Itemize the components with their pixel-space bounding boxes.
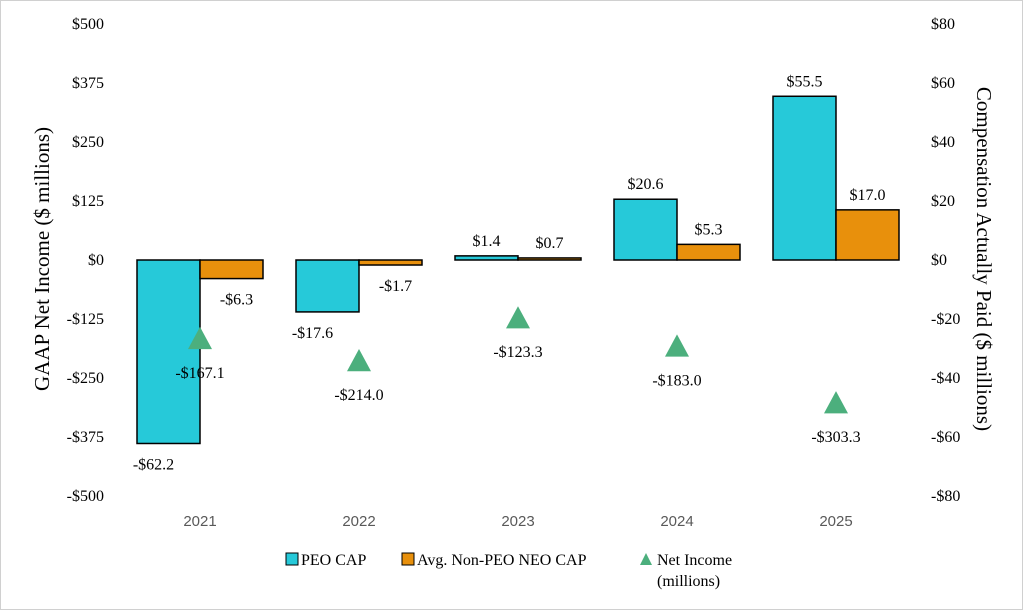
- right-axis-tick-label: -$40: [931, 370, 960, 387]
- net-income-data-label: -$167.1: [175, 365, 224, 382]
- legend-label-neo-cap: Avg. Non-PEO NEO CAP: [417, 552, 587, 569]
- right-axis-tick-label: $0: [931, 252, 947, 269]
- peo-cap-data-label: $20.6: [628, 176, 664, 193]
- x-axis-category-label: 2024: [660, 513, 693, 530]
- neo-cap-bar: [199, 259, 264, 280]
- peo-cap-bar: [613, 198, 678, 261]
- net-income-marker: [347, 349, 371, 372]
- left-axis-tick-label: -$250: [67, 370, 104, 387]
- neo-cap-data-label: -$6.3: [220, 292, 253, 309]
- right-axis-tick-label: $60: [931, 75, 955, 92]
- right-axis-tick-label: $80: [931, 16, 955, 33]
- legend-label-net-income-units: (millions): [657, 573, 720, 590]
- legend-swatch-net-income: [640, 553, 652, 565]
- peo-cap-bar: [136, 259, 201, 445]
- peo-cap-bar: [295, 259, 360, 313]
- net-income-data-label: -$183.0: [652, 372, 701, 389]
- x-axis-category-label: 2025: [819, 513, 852, 530]
- left-axis-tick-label: $0: [88, 252, 104, 269]
- net-income-marker: [824, 391, 848, 414]
- x-axis-category-label: 2022: [342, 513, 375, 530]
- net-income-marker: [665, 334, 689, 357]
- neo-cap-bar: [835, 209, 900, 261]
- neo-cap-data-label: $5.3: [695, 221, 723, 238]
- peo-cap-data-label: $1.4: [473, 233, 501, 250]
- legend-label-peo-cap: PEO CAP: [301, 552, 366, 569]
- neo-cap-bar: [358, 259, 423, 266]
- legend: PEO CAP Avg. Non-PEO NEO CAP Net Income (mi…: [285, 552, 732, 590]
- peo-cap-bar: [454, 255, 519, 261]
- left-axis-tick-label: $500: [72, 16, 104, 33]
- right-axis-tick-label: -$20: [931, 311, 960, 328]
- left-axis-tick-label: $125: [72, 193, 104, 210]
- peo-cap-data-label: -$17.6: [292, 325, 333, 342]
- legend-swatch-peo-cap: [285, 552, 299, 566]
- net-income-marker: [506, 306, 530, 329]
- net-income-data-label: -$214.0: [334, 387, 383, 404]
- right-axis-tick-label: $40: [931, 134, 955, 151]
- left-axis-tick-label: $375: [72, 75, 104, 92]
- left-axis-tick-label: $250: [72, 134, 104, 151]
- neo-cap-bar: [517, 257, 582, 261]
- right-axis-title: Compensation Actually Paid ($ millions): [972, 87, 996, 431]
- left-axis-title: GAAP Net Income ($ millions): [30, 127, 54, 391]
- right-axis-tick-label: -$80: [931, 488, 960, 505]
- right-axis-tick-label: -$60: [931, 429, 960, 446]
- net-income-data-label: -$123.3: [493, 344, 542, 361]
- left-axis-tick-label: -$375: [67, 429, 104, 446]
- legend-swatch-neo-cap: [401, 552, 415, 566]
- right-axis-tick-label: $20: [931, 193, 955, 210]
- net-income-data-label: -$303.3: [811, 429, 860, 446]
- x-axis-category-label: 2021: [183, 513, 216, 530]
- peo-cap-bar: [772, 95, 837, 261]
- left-axis-tick-label: -$125: [67, 311, 104, 328]
- left-axis-tick-label: -$500: [67, 488, 104, 505]
- peo-cap-data-label: $55.5: [787, 73, 823, 90]
- net-income-marker: [188, 326, 212, 350]
- neo-cap-bar: [676, 243, 741, 261]
- neo-cap-data-label: $0.7: [536, 235, 564, 252]
- peo-cap-data-label: -$62.2: [133, 456, 174, 473]
- neo-cap-data-label: -$1.7: [379, 278, 412, 295]
- x-axis-category-label: 2023: [501, 513, 534, 530]
- neo-cap-data-label: $17.0: [850, 187, 886, 204]
- legend-label-net-income: Net Income: [657, 552, 732, 569]
